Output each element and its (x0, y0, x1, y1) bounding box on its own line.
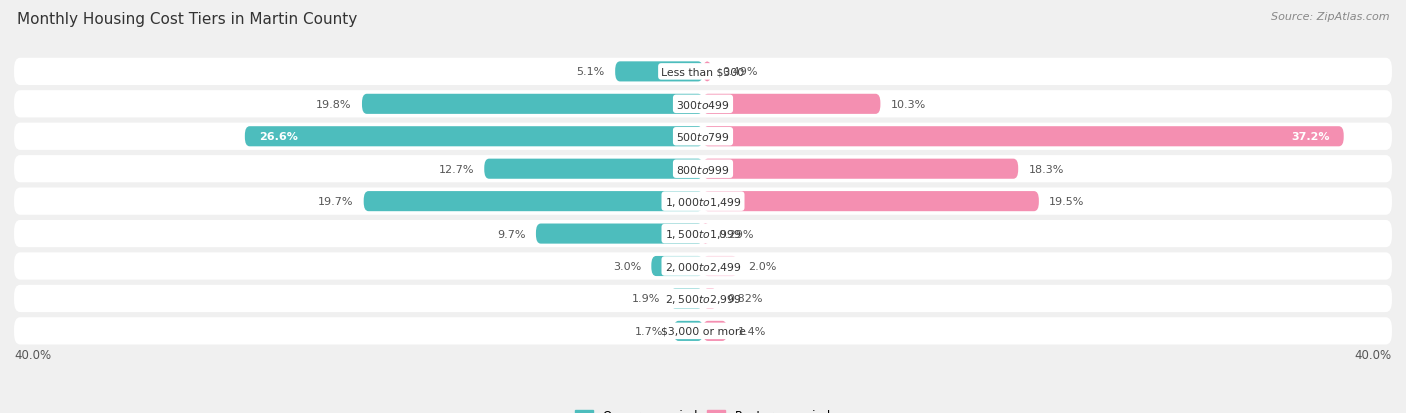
FancyBboxPatch shape (14, 221, 1392, 248)
Text: 19.7%: 19.7% (318, 197, 353, 206)
Text: 3.0%: 3.0% (613, 261, 641, 271)
FancyBboxPatch shape (703, 62, 711, 82)
FancyBboxPatch shape (536, 224, 703, 244)
Text: 1.4%: 1.4% (738, 326, 766, 336)
Text: $2,500 to $2,999: $2,500 to $2,999 (665, 292, 741, 305)
Text: $1,500 to $1,999: $1,500 to $1,999 (665, 228, 741, 240)
Text: 12.7%: 12.7% (439, 164, 474, 174)
Text: 40.0%: 40.0% (14, 348, 51, 361)
Text: $500 to $799: $500 to $799 (676, 131, 730, 143)
FancyBboxPatch shape (703, 127, 1344, 147)
FancyBboxPatch shape (651, 256, 703, 276)
FancyBboxPatch shape (703, 256, 738, 276)
Text: Source: ZipAtlas.com: Source: ZipAtlas.com (1271, 12, 1389, 22)
FancyBboxPatch shape (703, 289, 717, 309)
Text: 9.7%: 9.7% (498, 229, 526, 239)
FancyBboxPatch shape (703, 95, 880, 114)
Text: 37.2%: 37.2% (1292, 132, 1330, 142)
Text: 0.29%: 0.29% (718, 229, 754, 239)
Text: 40.0%: 40.0% (1355, 348, 1392, 361)
FancyBboxPatch shape (14, 253, 1392, 280)
FancyBboxPatch shape (703, 159, 1018, 179)
Text: $2,000 to $2,499: $2,000 to $2,499 (665, 260, 741, 273)
Text: 5.1%: 5.1% (576, 67, 605, 77)
Text: $800 to $999: $800 to $999 (676, 163, 730, 175)
Text: $3,000 or more: $3,000 or more (661, 326, 745, 336)
FancyBboxPatch shape (14, 318, 1392, 345)
Legend: Owner-occupied, Renter-occupied: Owner-occupied, Renter-occupied (571, 404, 835, 413)
FancyBboxPatch shape (14, 156, 1392, 183)
FancyBboxPatch shape (245, 127, 703, 147)
Text: Less than $300: Less than $300 (661, 67, 745, 77)
Text: $1,000 to $1,499: $1,000 to $1,499 (665, 195, 741, 208)
Text: Monthly Housing Cost Tiers in Martin County: Monthly Housing Cost Tiers in Martin Cou… (17, 12, 357, 27)
Text: 0.82%: 0.82% (727, 294, 763, 304)
FancyBboxPatch shape (671, 289, 703, 309)
Text: 1.9%: 1.9% (631, 294, 659, 304)
Text: 0.49%: 0.49% (721, 67, 758, 77)
FancyBboxPatch shape (14, 188, 1392, 215)
Text: 19.8%: 19.8% (316, 100, 352, 109)
Text: 10.3%: 10.3% (891, 100, 927, 109)
FancyBboxPatch shape (703, 321, 727, 341)
FancyBboxPatch shape (703, 224, 709, 244)
FancyBboxPatch shape (364, 192, 703, 212)
FancyBboxPatch shape (703, 192, 1039, 212)
FancyBboxPatch shape (361, 95, 703, 114)
FancyBboxPatch shape (14, 59, 1392, 86)
FancyBboxPatch shape (484, 159, 703, 179)
FancyBboxPatch shape (616, 62, 703, 82)
Text: $300 to $499: $300 to $499 (676, 99, 730, 111)
FancyBboxPatch shape (14, 123, 1392, 150)
FancyBboxPatch shape (14, 91, 1392, 118)
FancyBboxPatch shape (673, 321, 703, 341)
Text: 1.7%: 1.7% (636, 326, 664, 336)
Text: 18.3%: 18.3% (1029, 164, 1064, 174)
Text: 26.6%: 26.6% (259, 132, 298, 142)
Text: 2.0%: 2.0% (748, 261, 776, 271)
FancyBboxPatch shape (14, 285, 1392, 312)
Text: 19.5%: 19.5% (1049, 197, 1084, 206)
